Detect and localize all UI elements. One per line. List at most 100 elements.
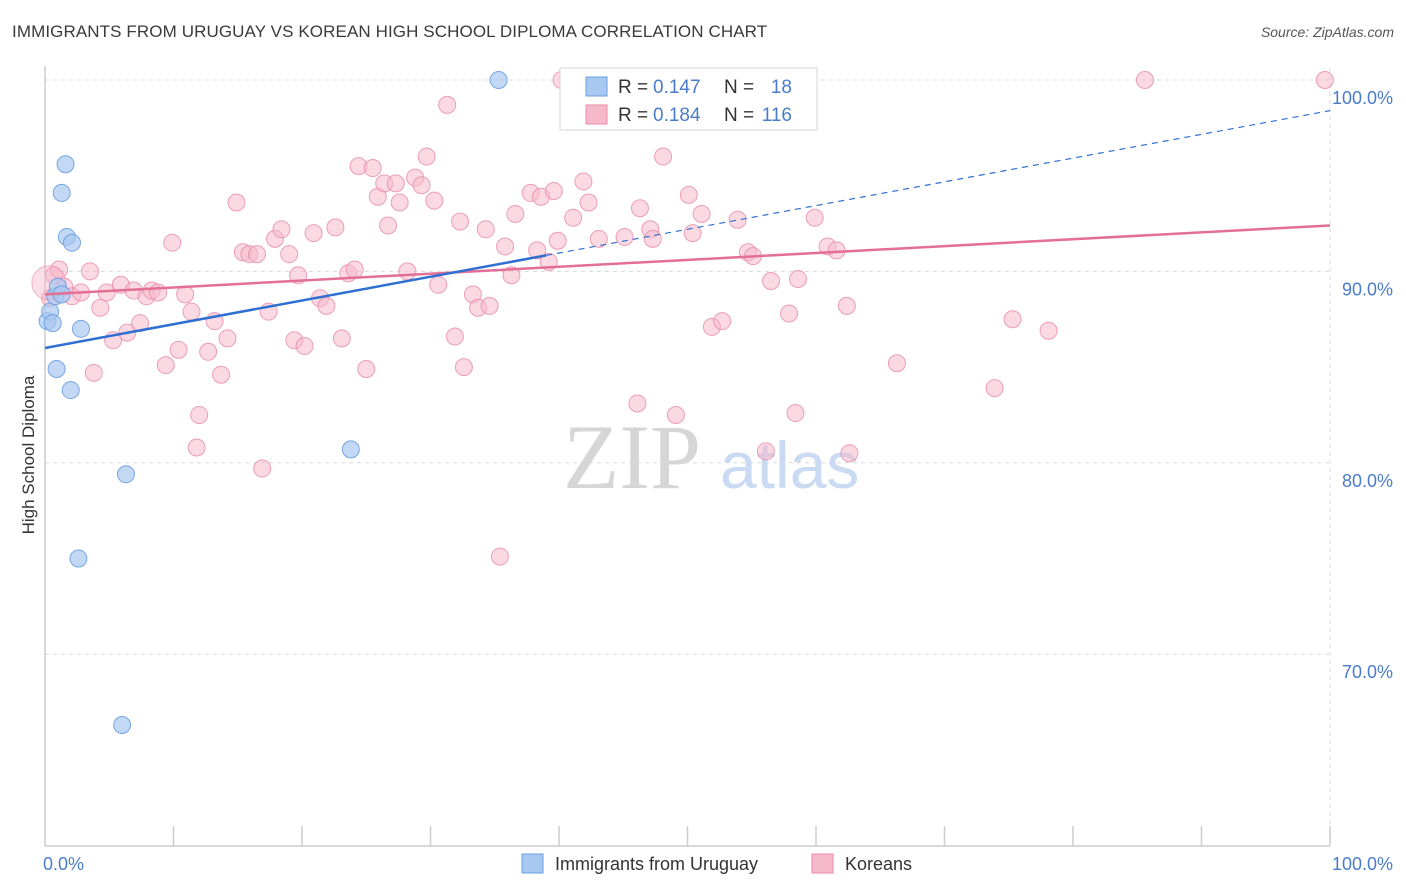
uruguay-point — [116, 465, 135, 484]
watermark-atlas: atlas — [720, 428, 859, 502]
koreans-point — [190, 405, 209, 424]
koreans-point — [199, 342, 218, 361]
uruguay-point — [56, 155, 75, 174]
koreans-point — [187, 438, 206, 457]
legend-label-koreans: Koreans — [845, 854, 912, 874]
koreans-point — [837, 296, 856, 315]
koreans-point — [666, 405, 685, 424]
watermark: ZIP atlas — [563, 406, 859, 508]
y-tick-label: 90.0% — [1342, 279, 1393, 299]
uruguay-point — [43, 314, 62, 333]
y-axis-label: High School Diploma — [19, 375, 38, 534]
chart-title: IMMIGRANTS FROM URUGUAY VS KOREAN HIGH S… — [12, 22, 768, 41]
uruguay-point — [62, 233, 81, 252]
koreans-point — [780, 304, 799, 323]
koreans-point — [438, 95, 457, 114]
uruguay-point — [47, 360, 66, 379]
koreans-point — [412, 176, 431, 195]
koreans-point — [480, 296, 499, 315]
koreans-point — [827, 241, 846, 260]
koreans-point — [272, 220, 291, 239]
koreans-point — [295, 337, 314, 356]
koreans-point — [643, 229, 662, 248]
koreans-point — [398, 262, 417, 281]
koreans-point — [248, 245, 267, 264]
koreans-point — [713, 312, 732, 331]
koreans-point — [728, 210, 747, 229]
koreans-point — [326, 218, 345, 237]
koreans-point — [579, 193, 598, 212]
koreans-point — [253, 459, 272, 478]
koreans-point — [212, 365, 231, 384]
stats-legend-swatch — [585, 76, 608, 97]
koreans-point — [163, 233, 182, 252]
koreans-point — [451, 212, 470, 231]
koreans-point — [390, 193, 409, 212]
legend-swatch-uruguay — [521, 853, 544, 874]
koreans-point — [425, 191, 444, 210]
x-tick-label: 0.0% — [43, 854, 84, 874]
koreans-point — [496, 237, 515, 256]
y-tick-labels: 70.0% 80.0% 90.0% 100.0% — [1332, 88, 1393, 682]
koreans-point — [630, 199, 649, 218]
stats-n-value: 116 — [762, 105, 792, 126]
koreans-point — [786, 404, 805, 423]
koreans-point — [304, 224, 323, 243]
koreans-point — [169, 340, 188, 359]
uruguay-point — [52, 183, 71, 202]
koreans-points — [31, 71, 1334, 566]
koreans-trend-line — [44, 224, 1331, 296]
koreans-point — [1315, 71, 1334, 89]
y-tick-label: 80.0% — [1342, 471, 1393, 491]
legend-label-uruguay: Immigrants from Uruguay — [555, 854, 758, 874]
koreans-point — [548, 231, 567, 250]
koreans-point — [379, 216, 398, 235]
koreans-point — [615, 227, 634, 246]
koreans-point — [149, 283, 168, 302]
koreans-point — [156, 356, 175, 375]
koreans-point — [679, 185, 698, 204]
uruguay-trend-line — [44, 254, 547, 350]
axes — [44, 66, 1331, 847]
koreans-point — [789, 270, 808, 289]
uruguay-point — [341, 440, 360, 459]
koreans-point — [317, 296, 336, 315]
koreans-point — [887, 354, 906, 373]
koreans-point — [80, 262, 99, 281]
uruguay-point — [71, 319, 90, 338]
stats-n-label: N = — [724, 105, 754, 126]
koreans-point — [589, 229, 608, 248]
source-credit: Source: ZipAtlas.com — [1260, 24, 1394, 40]
uruguay-trend-extension — [546, 110, 1331, 256]
stats-legend-swatch — [585, 104, 608, 125]
koreans-point — [332, 329, 351, 348]
koreans-point — [454, 358, 473, 377]
uruguay-point — [61, 381, 80, 400]
uruguay-point — [69, 549, 88, 568]
legend-swatch-koreans — [811, 853, 834, 874]
koreans-point — [506, 204, 525, 223]
koreans-point — [1135, 71, 1154, 89]
stats-r-label: R = — [618, 105, 648, 126]
stats-r-value: 0.147 — [653, 77, 701, 98]
koreans-point — [218, 329, 237, 348]
koreans-point — [490, 547, 509, 566]
koreans-point — [84, 363, 103, 382]
koreans-point — [227, 193, 246, 212]
koreans-point — [417, 147, 436, 166]
koreans-point — [692, 204, 711, 223]
koreans-point — [429, 275, 448, 294]
koreans-point — [574, 172, 593, 191]
trend-lines — [44, 110, 1331, 350]
uruguay-points — [38, 71, 508, 735]
koreans-point — [502, 266, 521, 285]
koreans-point — [805, 208, 824, 227]
koreans-point — [357, 360, 376, 379]
stats-r-label: R = — [618, 77, 648, 98]
koreans-point — [564, 208, 583, 227]
uruguay-point — [489, 71, 508, 89]
koreans-point — [363, 159, 382, 178]
y-tick-label: 70.0% — [1342, 662, 1393, 682]
koreans-point — [280, 245, 299, 264]
